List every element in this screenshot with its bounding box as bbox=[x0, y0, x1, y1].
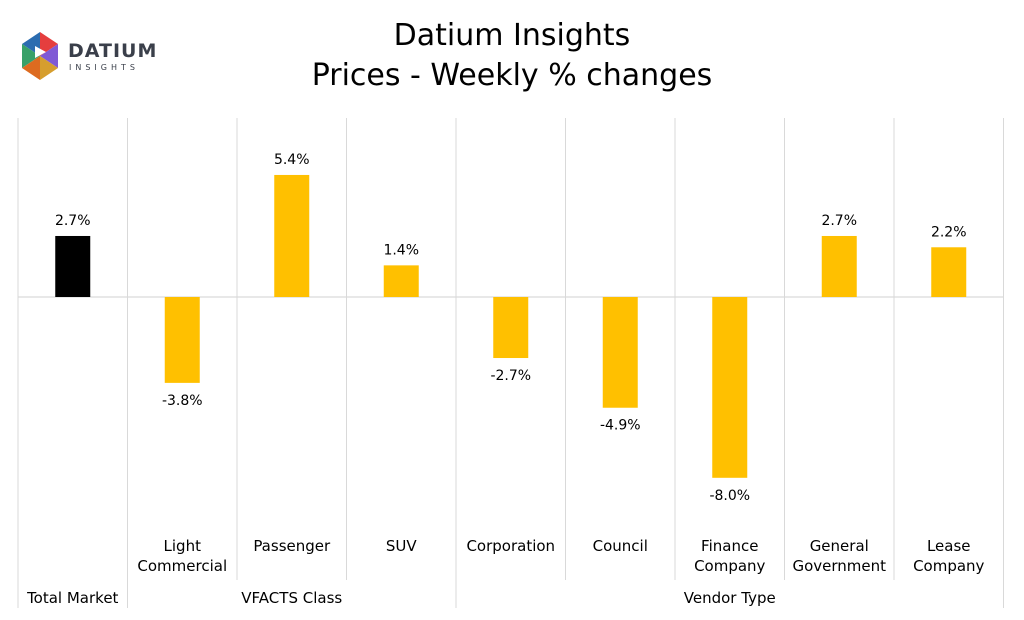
bar-passenger bbox=[274, 174, 310, 297]
bar-general-government bbox=[821, 235, 857, 297]
bar-total-market bbox=[55, 235, 91, 297]
datium-logo-mark-icon bbox=[22, 32, 58, 80]
logo-word: DATIUM bbox=[68, 40, 157, 62]
category-label: Finance bbox=[701, 537, 758, 555]
category-label: Commercial bbox=[137, 557, 227, 575]
bar-suv bbox=[383, 265, 419, 297]
category-label: Corporation bbox=[466, 537, 555, 555]
datium-logo: DATIUM INSIGHTS bbox=[22, 32, 157, 80]
category-labels: Total Market Light Commercial Passenger SUV C… bbox=[26, 537, 984, 607]
chart-title: Datium Insights Prices - Weekly % changes bbox=[312, 18, 713, 93]
bar-lease-company bbox=[931, 247, 967, 297]
bar-council bbox=[602, 297, 638, 408]
value-label: -3.8% bbox=[162, 393, 203, 409]
bars bbox=[55, 174, 967, 478]
category-label: Light bbox=[164, 537, 202, 555]
category-label: General bbox=[810, 537, 869, 555]
category-label: Lease bbox=[927, 537, 971, 555]
category-label: Company bbox=[913, 557, 984, 575]
grid bbox=[17, 118, 1004, 608]
category-label: Total Market bbox=[26, 589, 118, 607]
category-label: SUV bbox=[386, 537, 418, 555]
logo-subword: INSIGHTS bbox=[69, 63, 139, 72]
bar-corporation bbox=[493, 297, 529, 359]
value-label: 2.2% bbox=[931, 224, 967, 240]
value-label: 5.4% bbox=[274, 152, 310, 168]
bar-finance-company bbox=[712, 297, 748, 478]
category-label: Council bbox=[593, 537, 648, 555]
value-labels: 2.7% -3.8% 5.4% 1.4% -2.7% -4.9% -8.0% 2.7% 2.2% bbox=[55, 152, 967, 504]
value-label: -4.9% bbox=[600, 418, 641, 434]
value-label: 2.7% bbox=[821, 213, 857, 229]
group-label: Vendor Type bbox=[684, 589, 776, 607]
category-label: Government bbox=[792, 557, 886, 575]
category-label: Passenger bbox=[253, 537, 331, 555]
chart-title-line-1: Datium Insights bbox=[394, 18, 631, 53]
value-label: 2.7% bbox=[55, 213, 91, 229]
value-label: -8.0% bbox=[709, 488, 750, 504]
value-label: 1.4% bbox=[383, 242, 419, 258]
group-label: VFACTS Class bbox=[241, 589, 342, 607]
category-label: Company bbox=[694, 557, 765, 575]
group-labels: VFACTS Class Vendor Type bbox=[241, 589, 775, 607]
bar-light-commercial bbox=[164, 297, 200, 383]
chart-title-line-2: Prices - Weekly % changes bbox=[312, 58, 713, 93]
value-label: -2.7% bbox=[490, 368, 531, 384]
